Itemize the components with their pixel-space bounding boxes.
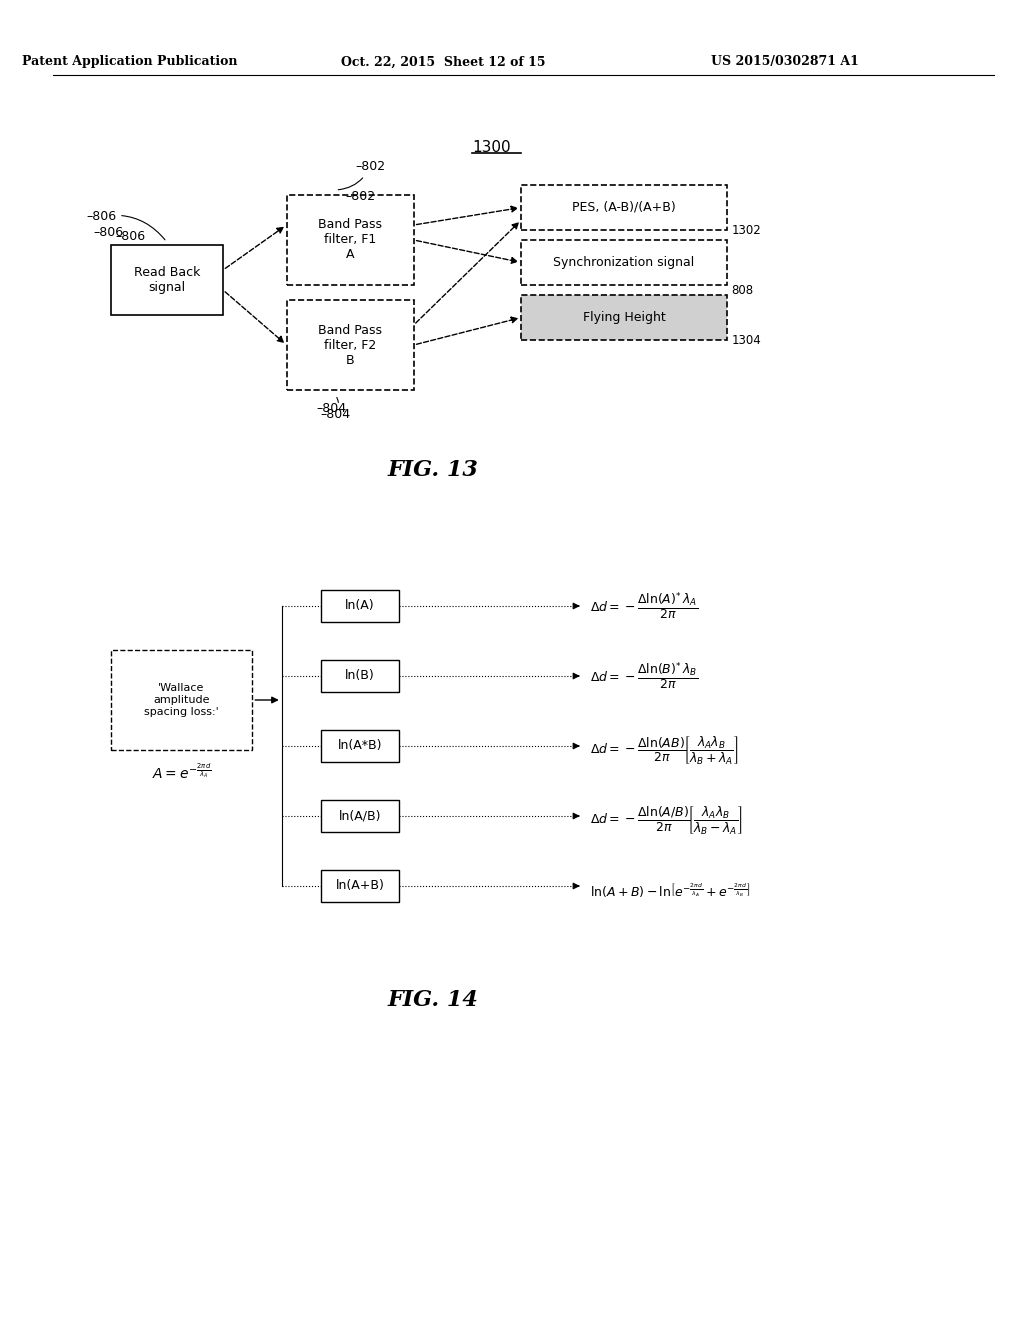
Text: ln(A): ln(A) [345, 599, 375, 612]
FancyBboxPatch shape [321, 800, 399, 832]
FancyBboxPatch shape [111, 649, 252, 750]
Text: US 2015/0302871 A1: US 2015/0302871 A1 [712, 55, 859, 69]
Text: ln(B): ln(B) [345, 669, 375, 682]
Text: –802: –802 [338, 160, 385, 190]
Text: –804: –804 [321, 397, 351, 421]
Text: –804: –804 [316, 401, 346, 414]
Text: Oct. 22, 2015  Sheet 12 of 15: Oct. 22, 2015 Sheet 12 of 15 [341, 55, 546, 69]
Text: ln(A+B): ln(A+B) [336, 879, 384, 892]
Text: Patent Application Publication: Patent Application Publication [23, 55, 238, 69]
FancyBboxPatch shape [521, 185, 727, 230]
FancyBboxPatch shape [321, 590, 399, 622]
FancyBboxPatch shape [111, 246, 223, 315]
FancyBboxPatch shape [321, 730, 399, 762]
Text: Flying Height: Flying Height [583, 312, 666, 323]
Text: –806: –806 [93, 227, 124, 239]
Text: $\Delta d = -\dfrac{\Delta\ln(AB)}{2\pi}\!\left[\dfrac{\lambda_A\lambda_B}{\lamb: $\Delta d = -\dfrac{\Delta\ln(AB)}{2\pi}… [590, 735, 738, 767]
Text: 808: 808 [731, 284, 754, 297]
Text: 'Wallace
amplitude
spacing loss:': 'Wallace amplitude spacing loss:' [144, 684, 219, 717]
FancyBboxPatch shape [287, 300, 414, 389]
Text: 1302: 1302 [731, 223, 761, 236]
FancyBboxPatch shape [321, 660, 399, 692]
Text: FIG. 14: FIG. 14 [388, 989, 478, 1011]
Text: Band Pass
filter, F2
B: Band Pass filter, F2 B [318, 323, 382, 367]
Text: Synchronization signal: Synchronization signal [553, 256, 694, 269]
Text: FIG. 13: FIG. 13 [388, 459, 478, 480]
FancyBboxPatch shape [321, 870, 399, 902]
Text: Band Pass
filter, F1
A: Band Pass filter, F1 A [318, 219, 382, 261]
FancyBboxPatch shape [287, 195, 414, 285]
FancyBboxPatch shape [521, 294, 727, 341]
Text: $\Delta d = -\dfrac{\Delta\ln(A)^{*}\,\lambda_{A}}{2\pi}$: $\Delta d = -\dfrac{\Delta\ln(A)^{*}\,\l… [590, 590, 697, 622]
Text: Read Back
signal: Read Back signal [133, 267, 200, 294]
Text: ln(A/B): ln(A/B) [339, 809, 381, 822]
Text: 1304: 1304 [731, 334, 761, 346]
Text: –806: –806 [86, 210, 165, 240]
FancyBboxPatch shape [521, 240, 727, 285]
Text: ln(A*B): ln(A*B) [338, 739, 382, 752]
Text: $\ln(A+B) - \ln\!\left[e^{-\frac{2\pi d}{\lambda_A}}+e^{-\frac{2\pi d}{\lambda_B: $\ln(A+B) - \ln\!\left[e^{-\frac{2\pi d}… [590, 882, 751, 900]
Text: $\Delta d = -\dfrac{\Delta\ln(B)^{*}\,\lambda_{B}}{2\pi}$: $\Delta d = -\dfrac{\Delta\ln(B)^{*}\,\l… [590, 660, 697, 692]
Text: $A = e^{-\frac{2\pi d}{\lambda_A}}$: $A = e^{-\frac{2\pi d}{\lambda_A}}$ [152, 762, 211, 781]
Text: PES, (A-B)/(A+B): PES, (A-B)/(A+B) [572, 201, 676, 214]
Text: –806: –806 [116, 231, 145, 243]
Text: $\Delta d = -\dfrac{\Delta\ln(A/B)}{2\pi}\!\left[\dfrac{\lambda_A\lambda_B}{\lam: $\Delta d = -\dfrac{\Delta\ln(A/B)}{2\pi… [590, 805, 742, 837]
Text: 1300: 1300 [472, 140, 511, 156]
Text: –802: –802 [345, 190, 376, 203]
